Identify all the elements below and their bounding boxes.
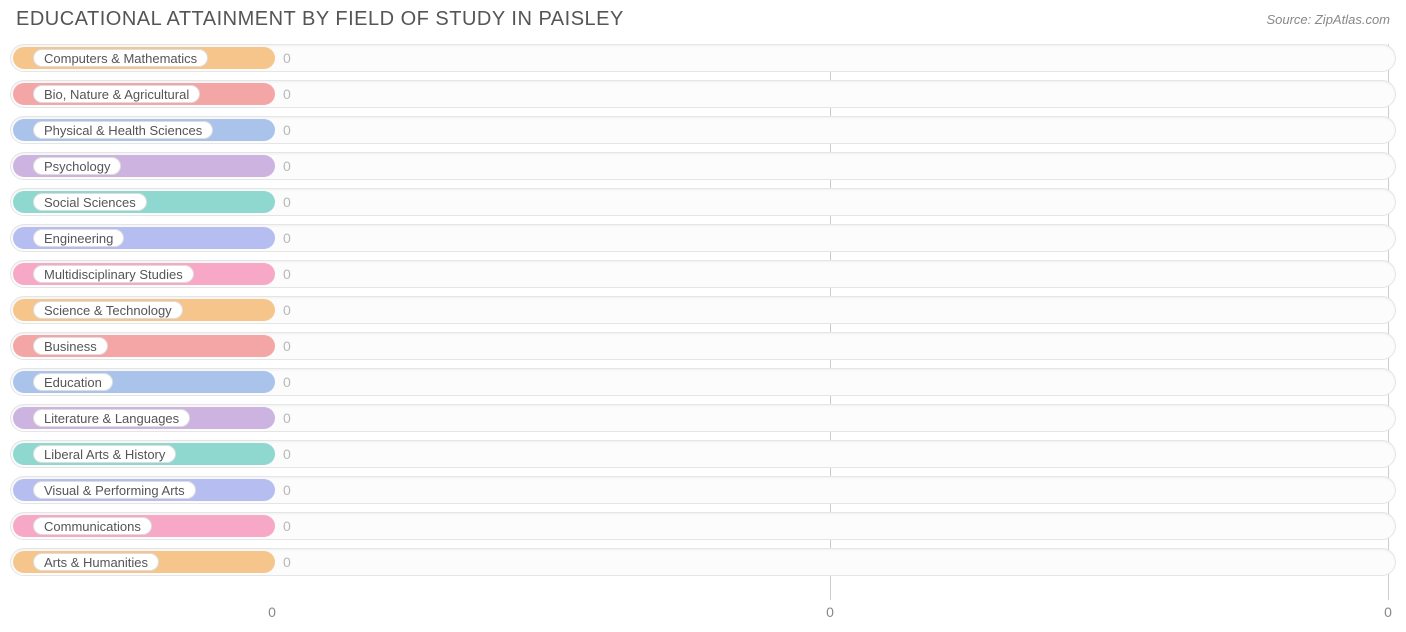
bar-track: Bio, Nature & Agricultural 0 [10,80,1396,108]
bar-value-label: 0 [283,477,291,503]
category-label: Multidisciplinary Studies [33,265,194,283]
bar-track: Multidisciplinary Studies 0 [10,260,1396,288]
x-tick-label: 0 [826,604,834,620]
category-label: Business [33,337,108,355]
chart-area: Computers & Mathematics0Bio, Nature & Ag… [10,44,1396,600]
category-label: Arts & Humanities [33,553,159,571]
chart-header: EDUCATIONAL ATTAINMENT BY FIELD OF STUDY… [0,0,1406,35]
category-label: Literature & Languages [33,409,190,427]
category-label: Science & Technology [33,301,183,319]
x-tick-label: 0 [1384,604,1392,620]
category-label: Liberal Arts & History [33,445,176,463]
bar-track: Computers & Mathematics 0 [10,44,1396,72]
category-label: Bio, Nature & Agricultural [33,85,200,103]
bar-track: Liberal Arts & History 0 [10,440,1396,468]
bar-value-label: 0 [283,117,291,143]
x-axis: 0 0 0 [10,604,1396,624]
category-label: Psychology [33,157,121,175]
bar-value-label: 0 [283,441,291,467]
bar-value-label: 0 [283,297,291,323]
bar-track: Science & Technology 0 [10,296,1396,324]
bar-track: Psychology 0 [10,152,1396,180]
chart-source: Source: ZipAtlas.com [1266,8,1390,27]
bar-value-label: 0 [283,225,291,251]
bar-value-label: 0 [283,153,291,179]
bar-value-label: 0 [283,405,291,431]
category-label: Social Sciences [33,193,147,211]
category-label: Visual & Performing Arts [33,481,196,499]
category-label: Education [33,373,113,391]
bar-track: Social Sciences 0 [10,188,1396,216]
category-label: Computers & Mathematics [33,49,208,67]
bar-track: Arts & Humanities 0 [10,548,1396,576]
bar-value-label: 0 [283,45,291,71]
bar-track: Physical & Health Sciences 0 [10,116,1396,144]
bar-track: Visual & Performing Arts 0 [10,476,1396,504]
bar-value-label: 0 [283,189,291,215]
x-tick-label: 0 [268,604,276,620]
bar-value-label: 0 [283,333,291,359]
chart-plot: Computers & Mathematics0Bio, Nature & Ag… [10,44,1396,600]
bar-value-label: 0 [283,549,291,575]
category-label: Communications [33,517,152,535]
category-label: Engineering [33,229,124,247]
bar-track: Business 0 [10,332,1396,360]
chart-title: EDUCATIONAL ATTAINMENT BY FIELD OF STUDY… [16,8,624,31]
bar-track: Engineering 0 [10,224,1396,252]
category-label: Physical & Health Sciences [33,121,213,139]
bar-track: Communications 0 [10,512,1396,540]
bar-value-label: 0 [283,81,291,107]
bar-value-label: 0 [283,369,291,395]
bar-track: Education 0 [10,368,1396,396]
bar-value-label: 0 [283,513,291,539]
bar-track: Literature & Languages 0 [10,404,1396,432]
bar-value-label: 0 [283,261,291,287]
